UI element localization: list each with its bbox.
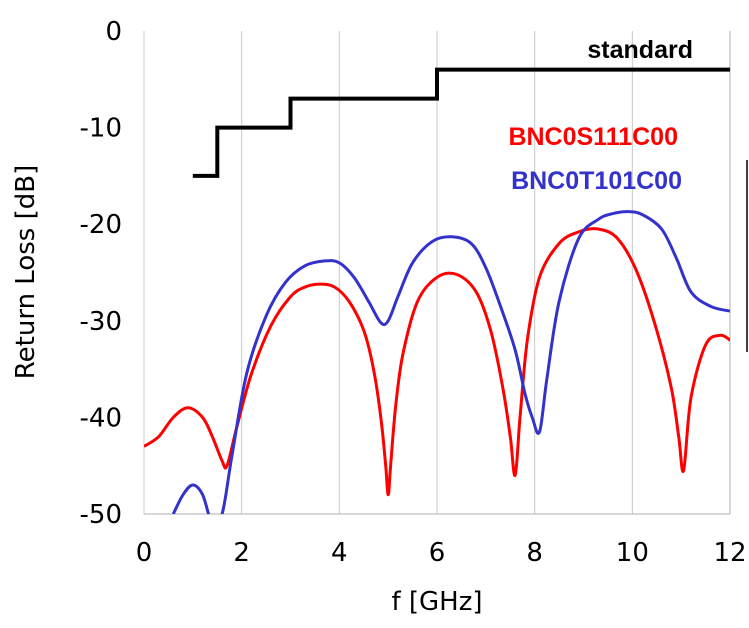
- x-tick-label: 0: [136, 538, 153, 568]
- series-line-standard: [192, 67, 730, 178]
- y-tick-label: -30: [80, 307, 122, 337]
- series-group: [144, 67, 730, 514]
- y-axis-title: Return Loss [dB]: [11, 165, 41, 379]
- x-tick-labels: 0 2 4 6 8 10 12: [136, 538, 747, 568]
- y-tick-labels: 0 -10 -20 -30 -40 -50: [80, 17, 122, 530]
- x-axis-title: f [GHz]: [391, 587, 482, 617]
- y-tick-label: -10: [80, 114, 122, 144]
- x-tick-label: 12: [713, 538, 746, 568]
- x-tick-label: 4: [331, 538, 348, 568]
- y-tick-label: -50: [80, 500, 122, 530]
- legend-label-standard: standard: [587, 36, 693, 64]
- y-tick-label: -40: [80, 403, 122, 433]
- x-tick-label: 10: [616, 538, 649, 568]
- y-tick-label: -20: [80, 210, 122, 240]
- x-tick-label: 6: [429, 538, 446, 568]
- series-line-bnc0t101c00: [171, 210, 730, 514]
- x-tick-label: 2: [233, 538, 250, 568]
- legend-label-bnc0t101c00: BNC0T101C00: [511, 167, 682, 195]
- legend-label-bnc0s111c00: BNC0S111C00: [508, 123, 678, 151]
- x-tick-label: 8: [526, 538, 543, 568]
- y-tick-label: 0: [105, 17, 122, 47]
